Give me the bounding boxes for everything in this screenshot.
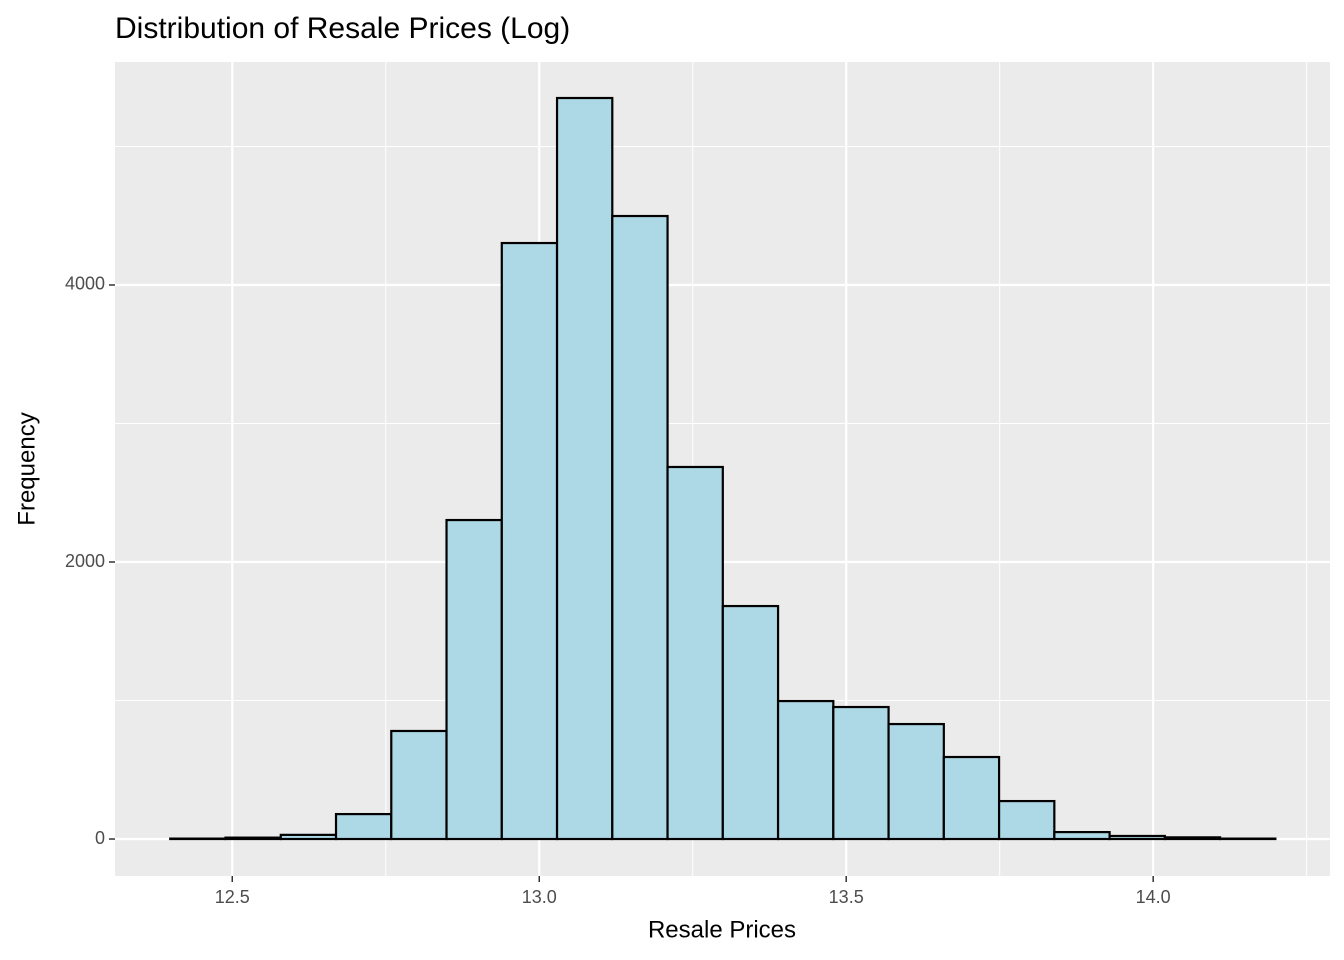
bar [997, 799, 1056, 841]
bar [611, 214, 669, 841]
bar [942, 755, 1001, 841]
bar [1053, 830, 1111, 841]
x-tick-label: 12.5 [215, 887, 250, 907]
x-tick-label: 14.0 [1136, 887, 1171, 907]
y-tick-label: 0 [95, 828, 105, 848]
x-tick-label: 13.0 [522, 887, 557, 907]
bar [279, 833, 338, 841]
bar [555, 96, 614, 841]
bar [1108, 834, 1166, 841]
bar [445, 518, 503, 841]
x-tick-label: 13.5 [829, 887, 864, 907]
y-tick-label: 2000 [65, 551, 105, 571]
y-tick-label: 4000 [65, 274, 105, 294]
bar [887, 722, 945, 841]
bar [224, 836, 282, 841]
bar [776, 699, 835, 841]
bar [721, 604, 780, 841]
bar [334, 812, 393, 841]
bar [390, 729, 448, 841]
bar [500, 241, 559, 841]
bar [666, 465, 724, 841]
bar [1163, 836, 1222, 841]
chart-title: Distribution of Resale Prices (Log) [115, 12, 570, 45]
y-axis-title: Frequency [13, 412, 40, 525]
bar [832, 705, 890, 841]
x-axis-title: Resale Prices [648, 916, 796, 943]
